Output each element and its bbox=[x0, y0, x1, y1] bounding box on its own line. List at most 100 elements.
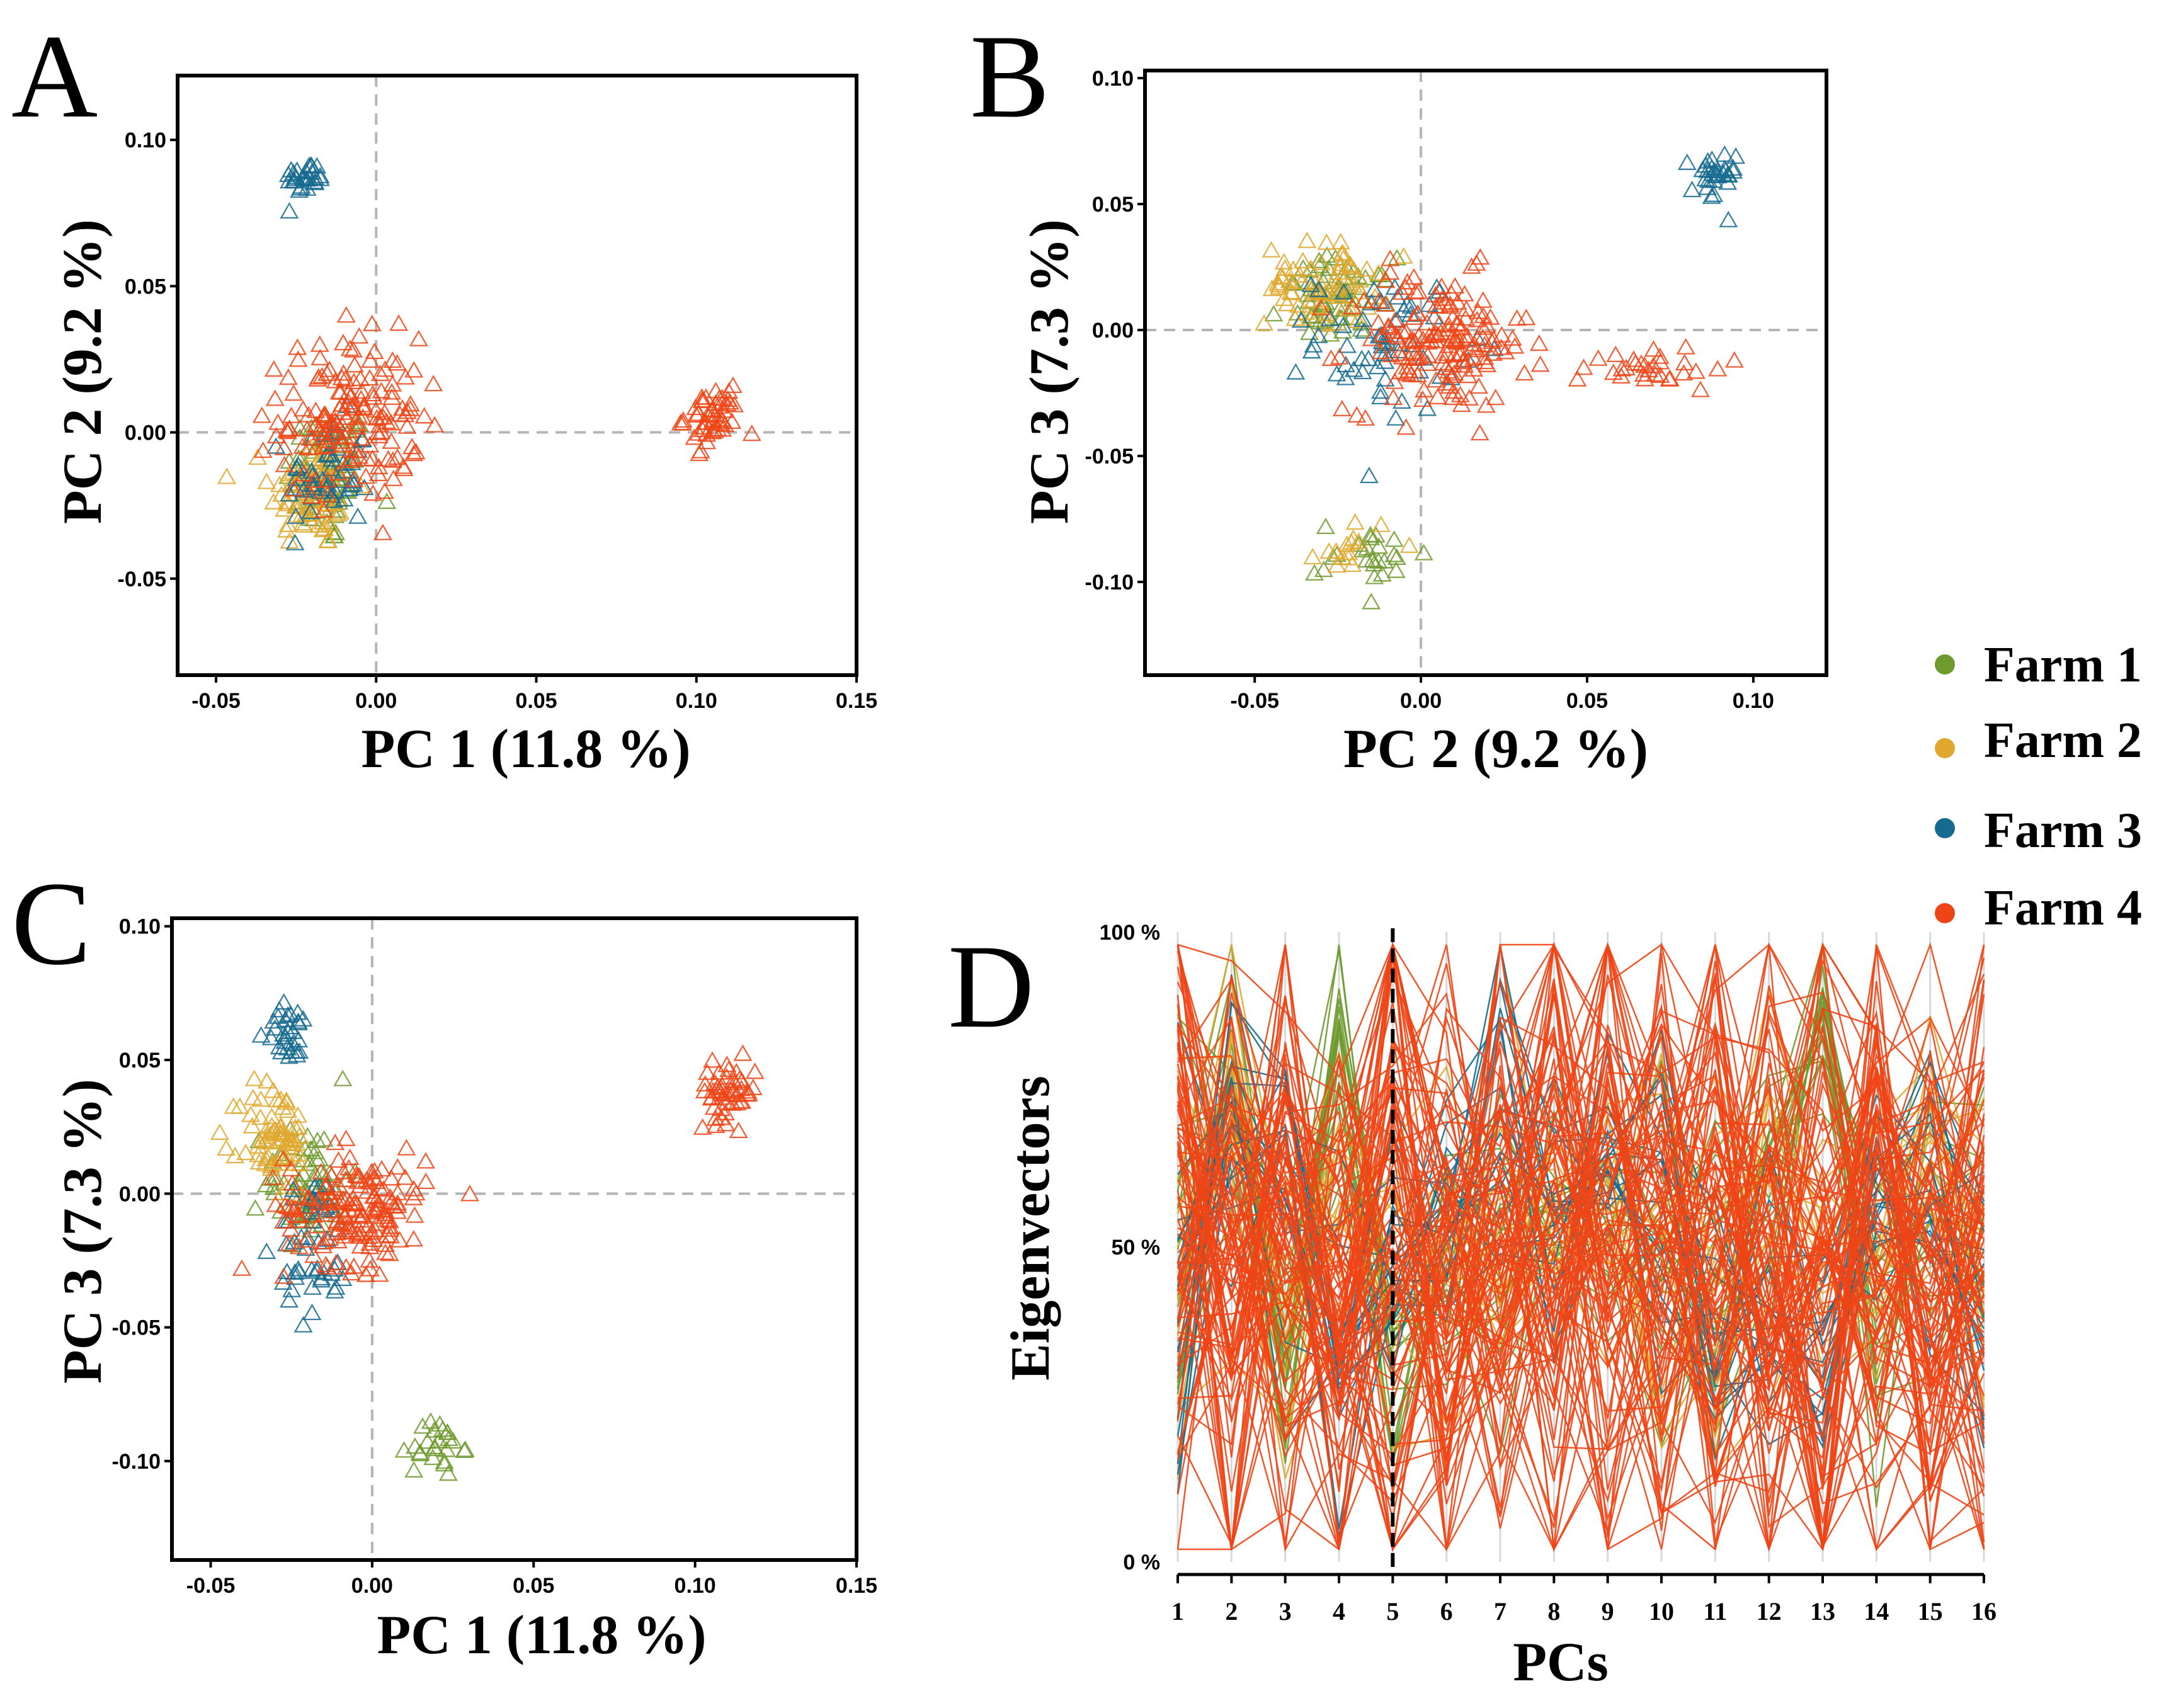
panel-c: C -0.05 0.00 0.05 0.10 0.15 -0.10 -0.05 0.00 0.0… bbox=[11, 858, 877, 1666]
data-point bbox=[337, 1190, 356, 1207]
data-point bbox=[342, 449, 362, 467]
data-point bbox=[1452, 319, 1471, 336]
data-point bbox=[1399, 348, 1418, 366]
panel-letter-b: B bbox=[970, 11, 1050, 143]
series-line bbox=[1176, 1019, 1985, 1524]
data-point bbox=[1450, 385, 1470, 402]
data-point bbox=[1359, 466, 1379, 484]
data-point bbox=[297, 1231, 316, 1248]
data-point bbox=[280, 1131, 299, 1149]
data-point bbox=[301, 503, 321, 520]
x-axis-title: PC 2 (9.2 %) bbox=[1343, 719, 1648, 780]
data-point bbox=[1651, 366, 1670, 384]
data-point bbox=[280, 1047, 299, 1064]
data-point bbox=[723, 376, 743, 394]
data-point bbox=[251, 1108, 270, 1125]
data-point bbox=[348, 1195, 367, 1212]
data-point bbox=[377, 492, 397, 510]
data-point bbox=[329, 1151, 348, 1168]
data-point bbox=[253, 441, 273, 458]
data-point bbox=[283, 480, 303, 497]
data-point bbox=[288, 456, 308, 474]
data-point bbox=[396, 1168, 415, 1185]
data-point bbox=[268, 413, 288, 430]
data-point bbox=[1317, 246, 1336, 263]
data-point bbox=[1420, 326, 1439, 344]
data-point bbox=[1273, 268, 1292, 285]
data-point bbox=[336, 1258, 356, 1275]
data-point bbox=[336, 1227, 355, 1244]
data-point bbox=[348, 1172, 367, 1189]
data-point bbox=[1396, 278, 1415, 295]
data-point bbox=[270, 1001, 289, 1018]
data-point bbox=[1387, 249, 1407, 266]
data-point bbox=[1413, 390, 1432, 407]
data-point bbox=[1469, 377, 1489, 394]
y-tick-label: 0.05 bbox=[119, 1049, 161, 1073]
data-point bbox=[316, 420, 335, 438]
data-point bbox=[1262, 241, 1281, 258]
data-point bbox=[1724, 351, 1744, 368]
data-point bbox=[1428, 387, 1447, 405]
data-point bbox=[714, 401, 734, 418]
data-point bbox=[249, 1146, 268, 1163]
data-point bbox=[257, 1242, 276, 1260]
data-point bbox=[312, 459, 332, 477]
data-point bbox=[1443, 388, 1462, 406]
data-point bbox=[244, 1069, 264, 1086]
data-point bbox=[1530, 355, 1550, 372]
data-point bbox=[1486, 389, 1505, 406]
x-tick-label: 0.00 bbox=[351, 1574, 393, 1598]
data-point bbox=[278, 1197, 298, 1214]
data-point bbox=[295, 516, 314, 533]
data-point bbox=[1382, 346, 1401, 363]
data-point bbox=[284, 164, 304, 181]
legend-label: Farm 3 bbox=[1984, 803, 2142, 858]
data-point bbox=[718, 390, 738, 407]
data-point bbox=[339, 384, 358, 401]
data-point bbox=[1401, 305, 1420, 322]
data-point bbox=[405, 1206, 424, 1223]
data-point bbox=[438, 1464, 458, 1481]
data-point bbox=[310, 1190, 329, 1207]
data-point bbox=[365, 1221, 385, 1238]
data-point bbox=[1304, 336, 1323, 353]
data-point bbox=[1393, 348, 1412, 365]
data-point bbox=[324, 491, 343, 508]
y-tick-label: -0.10 bbox=[112, 1450, 161, 1474]
data-point bbox=[370, 1265, 389, 1282]
data-point bbox=[356, 467, 375, 484]
x-axis-title: PC 1 (11.8 %) bbox=[377, 1605, 706, 1666]
data-point bbox=[411, 1445, 430, 1462]
data-point bbox=[1268, 274, 1287, 291]
data-point bbox=[275, 1032, 295, 1049]
data-point bbox=[285, 533, 305, 550]
data-point bbox=[360, 351, 380, 368]
data-point bbox=[287, 469, 306, 486]
data-point bbox=[262, 1117, 282, 1134]
data-point bbox=[1459, 367, 1478, 384]
data-point bbox=[248, 1137, 268, 1154]
x-tick-label: 0.00 bbox=[1400, 689, 1442, 713]
series-line bbox=[1176, 1016, 1985, 1522]
data-point bbox=[299, 1189, 319, 1206]
plot-frame bbox=[170, 916, 858, 1562]
data-point bbox=[230, 1097, 249, 1114]
data-point bbox=[343, 396, 362, 413]
data-point bbox=[249, 1153, 269, 1170]
data-point bbox=[1426, 285, 1445, 303]
data-point bbox=[278, 1134, 297, 1151]
data-point bbox=[1309, 280, 1328, 297]
y-axis-title: Eigenvectors bbox=[1000, 1076, 1061, 1381]
data-point bbox=[351, 1237, 370, 1254]
data-point bbox=[304, 475, 324, 492]
y-tick-label: 0.00 bbox=[125, 421, 166, 445]
data-point bbox=[257, 472, 276, 489]
data-point bbox=[336, 306, 356, 323]
data-point bbox=[1439, 316, 1459, 333]
data-point bbox=[693, 390, 713, 408]
plot-frame bbox=[1143, 69, 1828, 677]
data-point bbox=[423, 1449, 443, 1466]
x-tick-label: 3 bbox=[1279, 1597, 1292, 1625]
data-point bbox=[1698, 161, 1717, 178]
